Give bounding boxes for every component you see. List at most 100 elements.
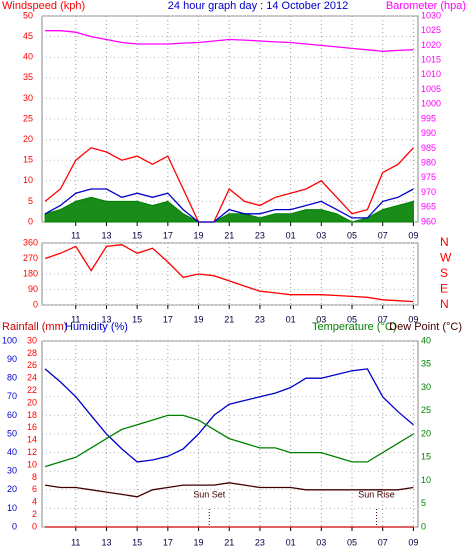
y-tick-label: 30 [23,93,33,103]
y-tick-label: 0 [28,216,33,226]
x-tick-label: 17 [163,230,173,240]
y2-tick-label: 985 [421,143,436,153]
y-tick-label: 5 [28,196,33,206]
x-tick-label: 09 [408,230,418,240]
x-tick-label: 05 [347,230,357,240]
x-tick-label: 19 [194,230,204,240]
y2-tick-label: S [440,266,448,280]
chart-title: 24 hour graph day : 14 October 2012 [168,0,348,12]
series-line [44,482,414,498]
y-tick-label: 40 [23,52,33,62]
y2-tick-label: 1010 [421,69,441,79]
x-tick-label: 23 [255,537,265,547]
y-tick-label: 40 [7,447,17,457]
y3-tick-label: 2 [32,509,37,519]
y3-tick-label: 20 [27,397,37,407]
y3-tick-label: 22 [27,385,37,395]
y-tick-label: 50 [23,10,33,20]
y2-tick-label: 960 [421,216,436,226]
y3-tick-label: 4 [32,497,37,507]
series-line [44,414,414,468]
y2-tick-label: N [440,297,449,311]
y3-tick-label: 0 [32,521,37,531]
x-tick-label: 21 [224,314,234,324]
series-header: Temperature (°C) [312,321,396,333]
x-tick-label: 07 [378,314,388,324]
y3-tick-label: 24 [27,373,37,383]
y-tick-label: 35 [23,72,33,82]
y-tick-label: 50 [7,428,17,438]
x-tick-label: 13 [101,314,111,324]
x-tick-label: 23 [255,314,265,324]
series-line [44,188,414,223]
y2-tick-label: E [440,282,448,296]
x-tick-label: 23 [255,230,265,240]
y-tick-label: 90 [28,284,38,294]
y-tick-label: 20 [23,134,33,144]
y3-tick-label: 10 [27,459,37,469]
series-header: Humidity (%) [65,321,128,333]
y-tick-label: 70 [7,391,17,401]
y2-tick-label: 965 [421,202,436,212]
x-tick-label: 09 [408,537,418,547]
y2-tick-label: 15 [421,452,431,462]
y3-tick-label: 30 [27,335,37,345]
barometer-label: Barometer (hpa) [386,0,466,12]
y2-tick-label: W [440,251,452,265]
x-tick-label: 17 [163,314,173,324]
windspeed-label: Windspeed (kph) [2,0,85,12]
y2-tick-label: 1005 [421,84,441,94]
y2-tick-label: 0 [421,521,426,531]
series-line [44,244,414,303]
x-tick-label: 11 [71,314,80,324]
y2-tick-label: 990 [421,128,436,138]
y-tick-label: 30 [7,466,17,476]
y2-tick-label: 970 [421,187,436,197]
annotation: Sun Rise [358,489,395,499]
y2-tick-label: 30 [421,382,431,392]
y2-tick-label: 20 [421,428,431,438]
y-tick-label: 25 [23,113,33,123]
y3-tick-label: 14 [27,435,37,445]
y3-tick-label: 18 [27,410,37,420]
y3-tick-label: 16 [27,422,37,432]
x-tick-label: 13 [101,230,111,240]
x-tick-label: 19 [194,314,204,324]
x-tick-label: 07 [378,537,388,547]
y-tick-label: 270 [23,253,38,263]
y-tick-label: 10 [23,175,33,185]
x-tick-label: 09 [408,314,418,324]
x-tick-label: 15 [132,314,142,324]
y2-tick-label: 40 [421,335,431,345]
series-area [44,196,414,223]
y2-tick-label: 975 [421,172,436,182]
y3-tick-label: 8 [32,472,37,482]
y3-tick-label: 12 [27,447,37,457]
y2-tick-label: 980 [421,158,436,168]
y3-tick-label: 28 [27,348,37,358]
series-line [44,147,414,223]
x-tick-label: 03 [316,537,326,547]
x-tick-label: 21 [224,537,234,547]
y2-tick-label: 10 [421,475,431,485]
y-tick-label: 0 [33,299,38,309]
x-tick-label: 11 [71,537,80,547]
x-tick-label: 05 [347,314,357,324]
y-tick-label: 20 [7,484,17,494]
x-tick-label: 15 [132,537,142,547]
y2-tick-label: N [440,235,449,249]
x-tick-label: 07 [378,230,388,240]
x-tick-label: 01 [286,230,296,240]
y-tick-label: 10 [7,503,17,513]
y-tick-label: 180 [23,268,38,278]
x-tick-label: 05 [347,537,357,547]
y2-tick-label: 1030 [421,10,441,20]
series-header: Rainfall (mm) [2,321,67,333]
y2-tick-label: 35 [421,359,431,369]
y-tick-label: 100 [2,335,17,345]
y2-tick-label: 1020 [421,40,441,50]
x-tick-label: 01 [286,537,296,547]
x-tick-label: 11 [71,230,80,240]
x-tick-label: 03 [316,230,326,240]
